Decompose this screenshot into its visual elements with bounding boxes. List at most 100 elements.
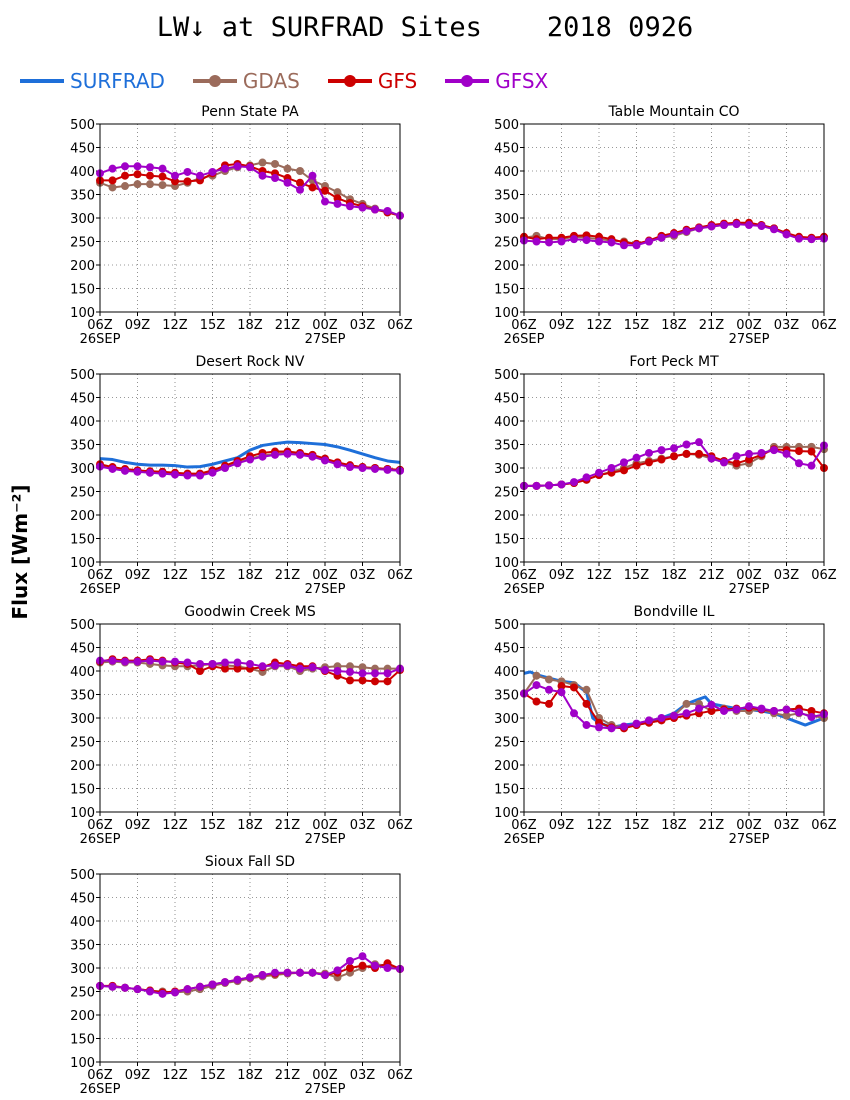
y-tick-label: 150 xyxy=(70,533,95,548)
date-label: 26SEP xyxy=(80,582,121,597)
data-point-gfsx xyxy=(171,657,179,666)
y-tick-label: 250 xyxy=(70,486,95,501)
data-point-gfsx xyxy=(757,704,766,713)
y-tick-label: 350 xyxy=(494,189,519,204)
data-point-gfsx xyxy=(108,164,117,173)
data-point-gfsx xyxy=(208,659,217,668)
y-tick-label: 350 xyxy=(70,689,95,704)
series-line-gfs xyxy=(100,162,401,217)
legend-swatch-surfrad xyxy=(20,79,64,83)
data-point-gfsx xyxy=(595,468,603,477)
data-point-gdas xyxy=(358,663,367,672)
x-tick-label: 06Z xyxy=(87,1068,113,1083)
data-point-gfsx xyxy=(283,968,292,977)
series-line-surfrad xyxy=(99,440,401,469)
data-point-gfsx xyxy=(283,449,292,458)
data-point-gfs xyxy=(308,183,317,192)
data-point-gfs xyxy=(146,171,154,180)
y-tick-label: 100 xyxy=(70,556,95,571)
x-tick-label: 06Z xyxy=(511,318,537,333)
data-point-gfsx xyxy=(221,658,229,667)
data-point-gfsx xyxy=(308,171,317,180)
data-point-gfsx xyxy=(383,669,392,678)
y-tick-label: 150 xyxy=(70,1033,95,1048)
data-point-gfsx xyxy=(196,982,204,991)
data-point-gdas xyxy=(782,711,791,720)
data-point-gfsx xyxy=(271,661,279,670)
data-point-gfs xyxy=(532,697,541,706)
data-point-gfsx xyxy=(371,669,379,678)
y-tick-label: 350 xyxy=(70,439,95,454)
y-tick-label: 400 xyxy=(494,665,519,680)
y-tick-label: 350 xyxy=(70,939,95,954)
data-point-gfs xyxy=(645,458,653,467)
y-tick-label: 100 xyxy=(494,806,519,821)
legend-label-surfrad: SURFRAD xyxy=(70,69,165,93)
data-point-gfsx xyxy=(770,225,778,234)
data-point-gfsx xyxy=(271,968,279,977)
data-point-gfsx xyxy=(732,452,741,461)
data-point-gfsx xyxy=(258,971,267,980)
x-tick-label: 15Z xyxy=(200,568,226,583)
data-point-gfsx xyxy=(695,438,703,447)
x-tick-label: 06Z xyxy=(511,818,537,833)
data-point-gfsx xyxy=(296,185,304,194)
x-tick-label: 21Z xyxy=(275,1068,301,1083)
x-tick-label: 18Z xyxy=(661,318,687,333)
data-point-gfsx xyxy=(233,162,242,171)
data-point-gfsx xyxy=(146,163,154,172)
data-point-gfsx xyxy=(321,666,329,675)
y-tick-label: 100 xyxy=(494,556,519,571)
legend-item-surfrad: SURFRAD xyxy=(18,69,165,93)
y-tick-label: 200 xyxy=(70,259,95,274)
series-gfsx xyxy=(96,162,404,220)
panel-title: Sioux Fall SD xyxy=(205,854,295,870)
y-tick-label: 100 xyxy=(70,806,95,821)
x-tick-label: 18Z xyxy=(661,568,687,583)
data-point-gfs xyxy=(707,706,716,715)
data-point-gfsx xyxy=(121,983,129,992)
panel-title: Table Mountain CO xyxy=(607,104,739,120)
data-point-gfsx xyxy=(720,458,728,467)
data-point-gdas xyxy=(133,180,142,189)
data-point-gfsx xyxy=(233,459,242,468)
data-point-gfsx xyxy=(620,458,628,467)
data-point-gfs xyxy=(732,459,741,468)
x-tick-label: 18Z xyxy=(237,318,263,333)
data-point-gfs xyxy=(346,676,354,685)
x-tick-label: 03Z xyxy=(350,318,376,333)
data-point-gfsx xyxy=(607,238,616,247)
data-point-gfsx xyxy=(732,705,741,714)
data-point-gdas xyxy=(108,183,117,192)
data-point-gfsx xyxy=(233,975,242,984)
x-tick-label: 12Z xyxy=(586,818,612,833)
data-point-gdas xyxy=(296,167,304,175)
data-point-gfsx xyxy=(333,966,342,975)
data-point-gfsx xyxy=(183,985,192,994)
grid xyxy=(524,124,824,312)
x-tick-label: 00Z xyxy=(312,818,338,833)
data-point-gfsx xyxy=(133,657,142,666)
data-point-gdas xyxy=(146,180,154,189)
data-point-gfsx xyxy=(371,961,379,970)
data-point-gfsx xyxy=(183,658,192,667)
data-point-gfs xyxy=(121,171,129,180)
data-point-gfsx xyxy=(770,706,778,715)
date-label: 27SEP xyxy=(729,582,770,597)
data-point-gfsx xyxy=(171,171,179,180)
x-tick-label: 06Z xyxy=(387,318,413,333)
data-point-gfsx xyxy=(582,721,591,730)
y-tick-label: 300 xyxy=(494,712,519,727)
data-point-gdas xyxy=(158,181,167,190)
data-point-gfsx xyxy=(346,956,354,965)
y-tick-label: 100 xyxy=(494,306,519,321)
data-point-gfs xyxy=(807,706,816,715)
data-point-gfs xyxy=(695,449,703,458)
date-label: 26SEP xyxy=(504,832,545,847)
y-tick-label: 300 xyxy=(494,212,519,227)
legend-item-gfsx: GFSX xyxy=(443,69,548,93)
y-tick-label: 500 xyxy=(70,868,95,883)
data-point-gfsx xyxy=(108,464,117,473)
y-tick-label: 300 xyxy=(70,962,95,977)
data-point-gfsx xyxy=(645,237,653,246)
